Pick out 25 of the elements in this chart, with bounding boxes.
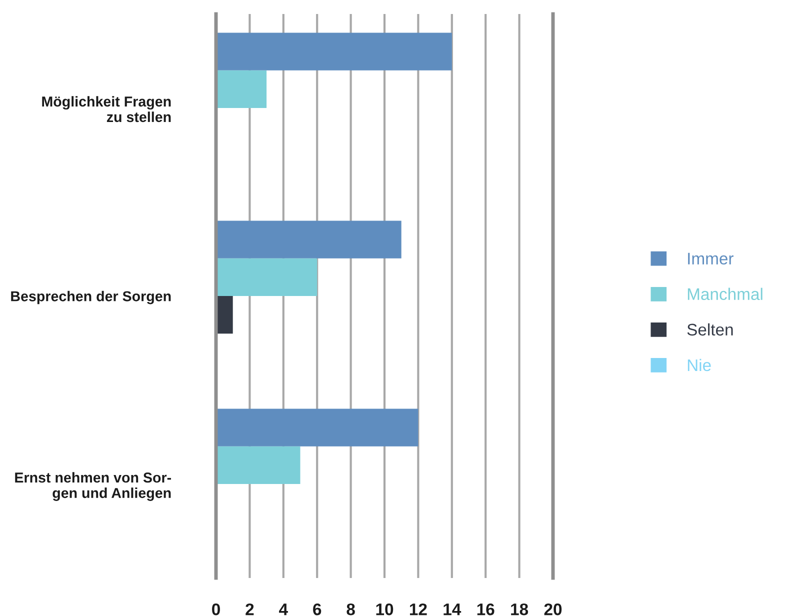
bar: [216, 296, 233, 334]
y-tick-label: Besprechen der Sorgen: [11, 290, 171, 304]
x-tick-label: 14: [444, 604, 462, 616]
x-tick-label: 12: [410, 603, 427, 616]
x-tick-label: 8: [346, 603, 355, 616]
bar: [216, 408, 418, 446]
x-tick-label: 10: [376, 603, 394, 616]
bar: [216, 258, 318, 296]
x-tick-label: 2: [246, 603, 254, 616]
legend-label: Selten: [687, 323, 733, 336]
y-tick-label: Ernst nehmen von Sor- gen und Anliegen: [15, 472, 171, 501]
bar: [216, 446, 300, 484]
x-tick-label: 6: [313, 603, 322, 616]
bar: [216, 70, 267, 108]
bar: [216, 32, 452, 70]
x-tick-label: 18: [511, 603, 528, 616]
x-tick-label: 20: [544, 603, 562, 616]
x-tick-label: 0: [212, 603, 220, 616]
legend-label: Immer: [688, 252, 734, 264]
x-tick-label: 4: [279, 604, 288, 616]
y-tick-label: Möglichkeit Fragen zu stellen: [42, 96, 171, 122]
x-tick-label: 16: [477, 603, 494, 616]
legend-label: Manchmal: [688, 288, 762, 300]
legend-label: Nie: [688, 358, 711, 372]
bar: [216, 220, 402, 258]
